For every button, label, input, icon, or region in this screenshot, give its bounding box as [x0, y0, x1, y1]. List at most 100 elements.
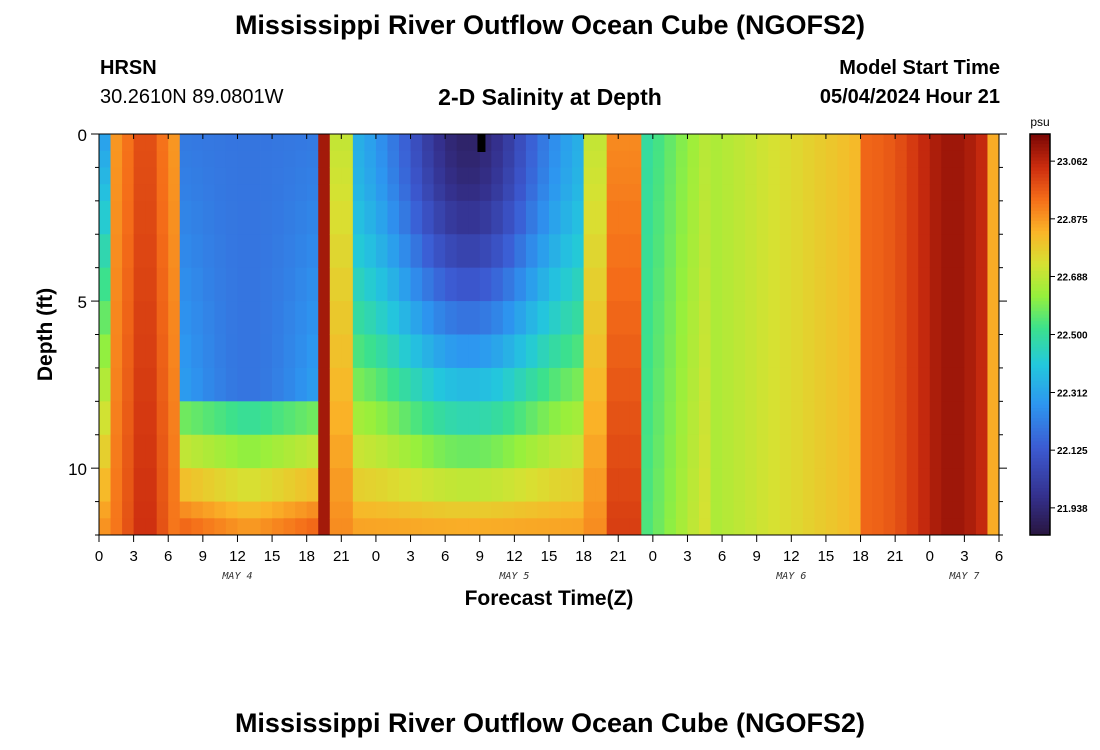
heatmap-cell: [260, 267, 273, 302]
heatmap-cell: [583, 134, 596, 152]
heatmap-cell: [918, 367, 931, 402]
heatmap-cell: [341, 501, 354, 519]
colorbar-segment: [1030, 220, 1050, 225]
heatmap-cell: [652, 401, 665, 436]
heatmap-cell: [133, 501, 146, 519]
heatmap-cell: [664, 167, 677, 185]
heatmap-cell: [929, 200, 942, 235]
heatmap-cell: [941, 301, 954, 335]
heatmap-cell: [699, 184, 711, 202]
heatmap-cell: [399, 434, 411, 469]
heatmap-cell: [941, 334, 954, 369]
heatmap-cell: [664, 200, 677, 235]
heatmap-cell: [929, 234, 942, 269]
colorbar-segment: [1030, 414, 1050, 419]
heatmap-cell: [629, 367, 642, 402]
heatmap-cell: [872, 267, 885, 302]
heatmap-cell: [618, 167, 631, 185]
heatmap-cell: [687, 334, 700, 369]
heatmap-cell: [699, 501, 711, 519]
heatmap-cell: [975, 401, 988, 436]
heatmap-cell: [618, 434, 631, 469]
colorbar-segment: [1030, 257, 1050, 262]
heatmap-cell: [191, 134, 204, 152]
heatmap-cell: [595, 234, 608, 269]
heatmap-cell: [237, 401, 250, 436]
colorbar-segment: [1030, 341, 1050, 346]
heatmap-cell: [652, 267, 665, 302]
heatmap-cell: [456, 468, 469, 502]
heatmap-cell: [837, 468, 850, 502]
heatmap-cell: [906, 434, 919, 469]
colorbar-segment: [1030, 284, 1050, 289]
heatmap-cell: [549, 184, 561, 202]
heatmap-cell: [560, 401, 573, 436]
heatmap-cell: [641, 167, 654, 185]
heatmap-cell: [860, 184, 873, 202]
heatmap-cell: [629, 267, 642, 302]
heatmap-cell: [641, 367, 654, 402]
heatmap-cell: [133, 167, 146, 185]
heatmap-cell: [872, 367, 885, 402]
heatmap-cell: [99, 334, 111, 369]
heatmap-cell: [883, 468, 896, 502]
colorbar-segment: [1030, 364, 1050, 369]
heatmap-cell: [260, 167, 273, 185]
heatmap-cell: [364, 468, 377, 502]
colorbar-segment: [1030, 431, 1050, 436]
heatmap-cell: [964, 401, 977, 436]
heatmap-cell: [964, 434, 977, 469]
colorbar-segment: [1030, 524, 1050, 529]
heatmap-cell: [710, 401, 723, 436]
heatmap-cell: [225, 234, 238, 269]
heatmap-cell: [491, 167, 504, 185]
heatmap-cell: [699, 468, 711, 502]
colorbar-segment: [1030, 418, 1050, 422]
heatmap-cell: [283, 150, 296, 168]
heatmap-cell: [849, 501, 861, 519]
heatmap-cell: [272, 401, 285, 436]
heatmap-cell: [929, 334, 942, 369]
heatmap-cell: [329, 150, 342, 168]
heatmap-cell: [168, 367, 181, 402]
heatmap-cell: [964, 134, 977, 152]
heatmap-cell: [964, 301, 977, 335]
heatmap-cell: [525, 301, 538, 335]
heatmap-cell: [514, 234, 527, 269]
heatmap-cell: [433, 184, 446, 202]
heatmap-cell: [202, 518, 215, 536]
heatmap-cell: [422, 167, 435, 185]
heatmap-cell: [918, 401, 931, 436]
heatmap-cell: [791, 301, 804, 335]
heatmap-cell: [791, 134, 804, 152]
heatmap-cell: [664, 501, 677, 519]
heatmap-cell: [341, 434, 354, 469]
heatmap-cell: [802, 167, 815, 185]
heatmap-cell: [260, 501, 273, 519]
x-tick-label: 6: [441, 548, 449, 565]
heatmap-cell: [791, 150, 804, 168]
heatmap-cell: [99, 184, 111, 202]
heatmap-cell: [629, 150, 642, 168]
heatmap-cell: [225, 301, 238, 335]
heatmap-cell: [168, 267, 181, 302]
surface-marker: [477, 134, 486, 152]
heatmap-cell: [652, 501, 665, 519]
heatmap-cell: [283, 167, 296, 185]
heatmap-cell: [525, 518, 538, 536]
heatmap-cell: [745, 301, 758, 335]
heatmap-cell: [410, 367, 423, 402]
heatmap-cell: [687, 184, 700, 202]
heatmap-cell: [260, 234, 273, 269]
heatmap-cell: [156, 267, 169, 302]
heatmap-cell: [260, 468, 273, 502]
heatmap-cell: [514, 518, 527, 536]
heatmap-cell: [733, 134, 746, 152]
heatmap-cell: [687, 468, 700, 502]
heatmap-cell: [99, 434, 111, 469]
model-start-label: Model Start Time: [839, 57, 1000, 79]
heatmap-cell: [399, 468, 411, 502]
heatmap-cell: [272, 468, 285, 502]
heatmap-cell: [168, 200, 181, 235]
x-tick-label: 18: [852, 548, 869, 565]
